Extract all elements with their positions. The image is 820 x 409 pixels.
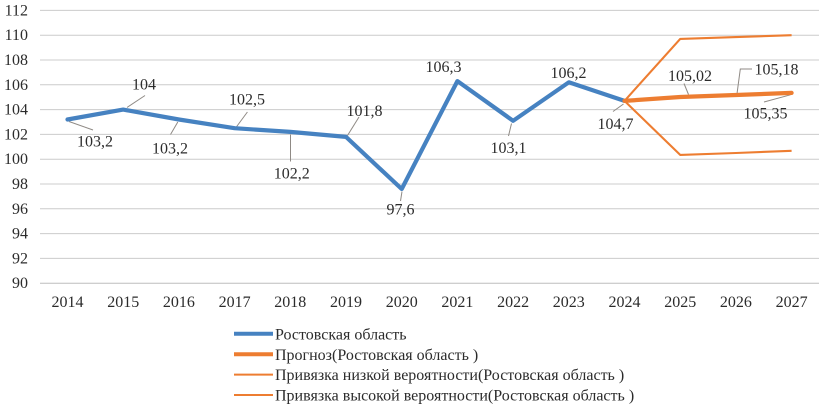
svg-text:105,35: 105,35 xyxy=(744,106,788,123)
svg-text:96: 96 xyxy=(12,201,28,218)
svg-text:2018: 2018 xyxy=(274,294,306,311)
svg-text:108: 108 xyxy=(4,52,28,69)
svg-text:90: 90 xyxy=(12,275,28,292)
svg-text:100: 100 xyxy=(4,151,28,168)
svg-text:97,6: 97,6 xyxy=(387,202,415,219)
svg-text:106: 106 xyxy=(4,77,28,94)
svg-text:Ростовская область: Ростовская область xyxy=(275,326,407,343)
svg-text:2015: 2015 xyxy=(107,294,139,311)
svg-text:102,2: 102,2 xyxy=(274,166,310,183)
svg-text:104: 104 xyxy=(132,77,156,94)
svg-text:103,2: 103,2 xyxy=(152,141,188,158)
svg-text:92: 92 xyxy=(12,250,28,267)
svg-text:2026: 2026 xyxy=(720,294,752,311)
svg-text:105,18: 105,18 xyxy=(755,62,799,79)
svg-text:Прогноз(Ростовская область ): Прогноз(Ростовская область ) xyxy=(275,347,478,364)
svg-text:2022: 2022 xyxy=(497,294,529,311)
svg-text:2023: 2023 xyxy=(553,294,585,311)
svg-text:106,2: 106,2 xyxy=(551,65,587,82)
svg-text:2020: 2020 xyxy=(386,294,418,311)
svg-text:2014: 2014 xyxy=(52,294,84,311)
svg-text:98: 98 xyxy=(12,176,28,193)
svg-text:101,8: 101,8 xyxy=(347,103,383,120)
svg-text:102: 102 xyxy=(4,126,28,143)
svg-text:2021: 2021 xyxy=(441,294,473,311)
svg-text:2025: 2025 xyxy=(664,294,696,311)
svg-text:Привязка высокой вероятности(Р: Привязка высокой вероятности(Ростовская … xyxy=(275,388,634,405)
svg-text:103,1: 103,1 xyxy=(491,140,527,157)
svg-text:2017: 2017 xyxy=(219,294,251,311)
svg-text:104,7: 104,7 xyxy=(598,116,634,133)
svg-text:Привязка низкой вероятности(Ро: Привязка низкой вероятности(Ростовская о… xyxy=(275,367,624,384)
svg-text:102,5: 102,5 xyxy=(229,91,265,108)
svg-text:104: 104 xyxy=(4,102,28,119)
svg-text:112: 112 xyxy=(5,2,28,19)
svg-text:94: 94 xyxy=(12,226,28,243)
svg-text:2027: 2027 xyxy=(776,294,808,311)
svg-text:105,02: 105,02 xyxy=(668,68,712,85)
svg-text:106,3: 106,3 xyxy=(426,59,462,76)
svg-text:2016: 2016 xyxy=(163,294,195,311)
svg-text:2024: 2024 xyxy=(609,294,641,311)
svg-text:2019: 2019 xyxy=(330,294,362,311)
svg-text:103,2: 103,2 xyxy=(77,134,113,151)
svg-text:110: 110 xyxy=(5,27,28,44)
